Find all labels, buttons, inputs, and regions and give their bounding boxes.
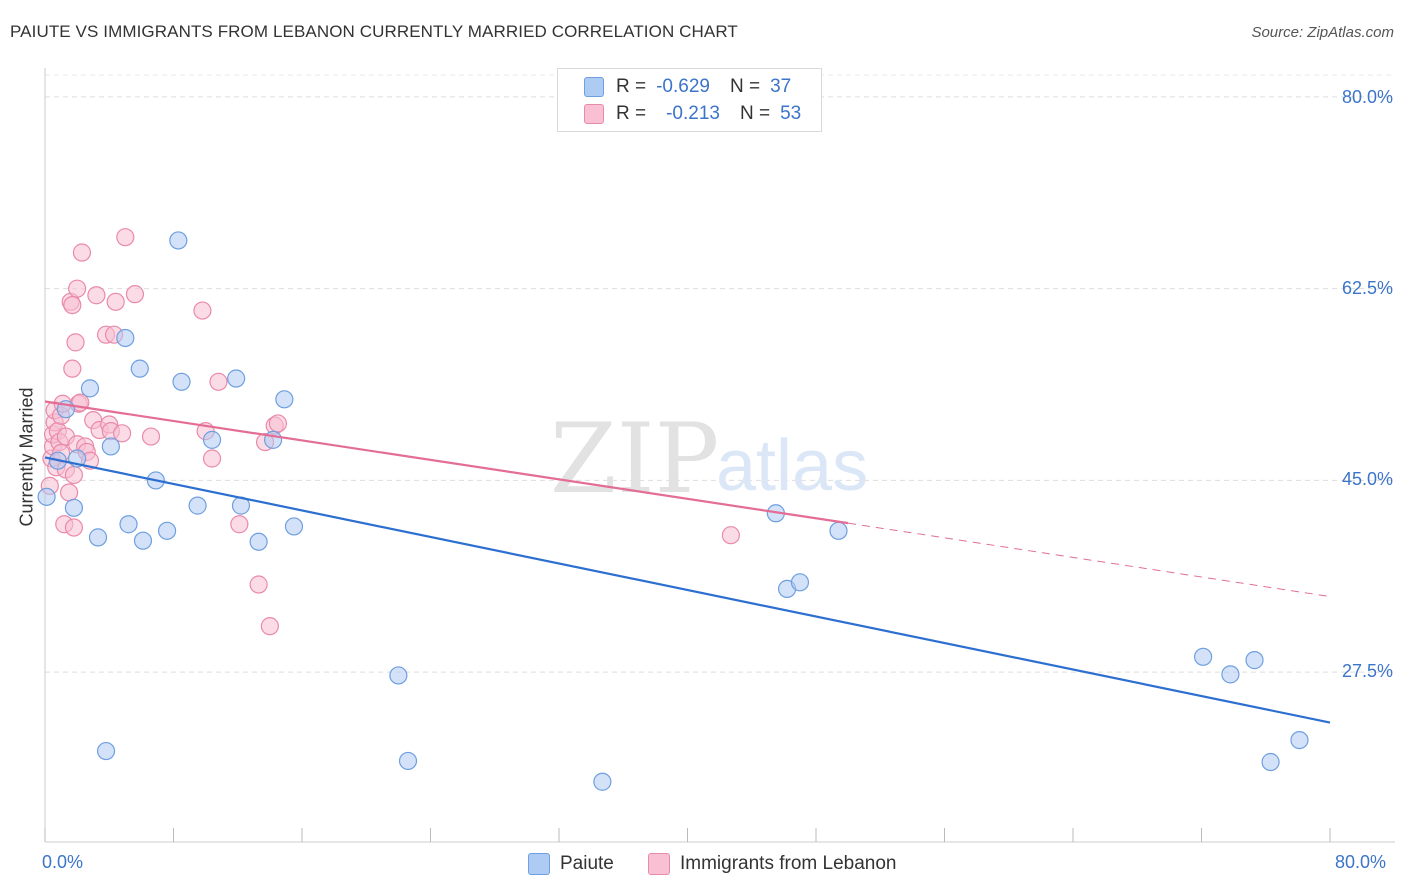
paiute-point [96,741,116,761]
gridlines [45,74,1395,673]
paiute-point [101,437,120,456]
paiute-point [172,372,191,391]
stats-row-lebanon: R = -0.213 N = 53 [584,101,801,127]
paiute-point [157,521,177,540]
paiute-point [227,369,246,388]
lebanon-point [63,359,82,378]
paiute-point [1194,647,1213,666]
lebanon-point [72,243,92,262]
lebanon-point [209,372,228,391]
series-paiute-points [37,231,1309,791]
paiute-point [116,328,135,348]
paiute-point [249,532,268,551]
y-tick-label-45: 45.0% [1341,469,1393,489]
lebanon-point [230,515,249,534]
lebanon-point [116,228,135,247]
legend-item-paiute: Paiute [528,850,614,878]
lebanon-point [64,465,84,485]
lebanon-point [193,301,212,320]
paiute-swatch [584,77,604,97]
paiute-point [829,521,848,540]
lebanon-swatch [648,853,670,875]
paiute-point [37,487,56,506]
lebanon-swatch [584,104,604,124]
paiute-point [1261,752,1280,772]
paiute-point [133,531,153,550]
paiute-point [1221,665,1240,684]
y-tick-label-62-5: 62.5% [1341,278,1393,298]
y-tick-label-80: 80.0% [1341,87,1393,107]
trendlines [44,400,1331,724]
lebanon-point [249,575,268,594]
paiute-point [593,772,612,791]
x-tick-label-min: 0.0% [42,852,84,872]
n-label: N = [729,76,761,97]
paiute-point [80,379,100,398]
n-value: 37 [770,76,792,97]
r-value: -0.629 [656,76,710,97]
paiute-point [275,390,294,409]
x-tick-label-max: 80.0% [1335,852,1387,872]
paiute-point [64,498,84,517]
paiute-point [389,666,408,685]
chart-title: PAIUTE VS IMMIGRANTS FROM LEBANON CURREN… [10,22,738,41]
lebanon-point [63,296,82,315]
stats-row-paiute: R = -0.629 N = 37 [584,74,791,100]
paiute-point [188,496,207,515]
r-label: R = [616,76,647,97]
y-axis-title: Currently Married [16,387,37,527]
lebanon-point [59,483,79,502]
lebanon-point [721,526,740,545]
trendline-paiute [44,456,1331,724]
r-label: R = [616,103,647,124]
lebanon-point [66,333,85,352]
paiute-point [263,430,283,449]
lebanon-point [141,427,161,446]
paiute-point [202,430,222,449]
n-value: 53 [780,103,802,124]
lebanon-point [68,279,87,298]
paiute-point [398,751,418,771]
paiute-point [790,573,810,592]
lebanon-point [106,292,125,311]
paiute-point [1245,651,1264,670]
trendline-lebanon-extrapolated [848,522,1331,598]
paiute-swatch [528,853,550,875]
source-credit: Source: ZipAtlas.com [1251,24,1394,41]
legend-item-lebanon: Immigrants from Lebanon [648,850,897,878]
r-value: -0.213 [666,103,720,124]
n-label: N = [739,103,771,124]
lebanon-point [125,285,145,304]
lebanon-point [112,424,132,443]
lebanon-point [268,414,288,433]
paiute-point [169,231,188,250]
paiute-point [284,517,304,536]
watermark-zip: ZIP [550,403,719,515]
watermark: ZIP atlas [550,403,868,515]
lebanon-point [202,449,222,468]
lebanon-point [260,617,279,636]
paiute-point [88,528,108,547]
paiute-point [119,515,138,534]
watermark-atlas: atlas [716,426,868,506]
paiute-point [1290,730,1309,750]
stats-legend: R = -0.629 N = 37 R = -0.213 N = 53 [557,68,822,132]
trendline-lebanon [44,400,849,525]
legend-label-lebanon: Immigrants from Lebanon [680,853,897,874]
legend-label-paiute: Paiute [560,853,614,874]
lebanon-point [87,286,106,305]
lebanon-point [64,518,84,537]
y-tick-label-27-5: 27.5% [1341,661,1393,681]
paiute-point [130,359,149,378]
